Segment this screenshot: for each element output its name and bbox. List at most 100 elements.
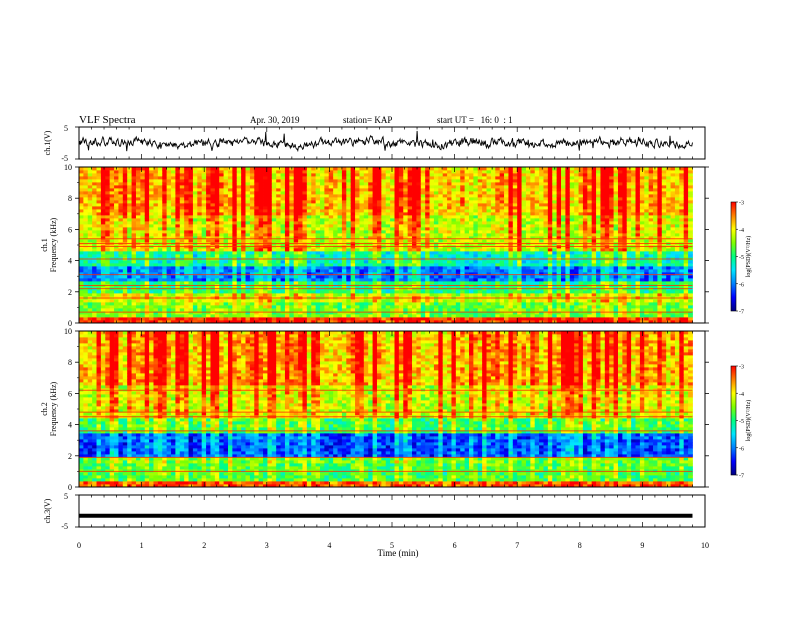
spectrogram-cell bbox=[145, 302, 150, 305]
spectrogram-cell bbox=[83, 251, 88, 254]
spectrogram-cell bbox=[395, 206, 400, 209]
spectrogram-cell bbox=[276, 206, 281, 209]
spectrogram-cell bbox=[118, 293, 123, 296]
spectrogram-cell bbox=[289, 305, 294, 308]
spectrogram-cell bbox=[259, 170, 264, 173]
spectrogram-cell bbox=[162, 260, 167, 263]
spectrogram-cell bbox=[197, 176, 202, 179]
spectrogram-cell bbox=[434, 278, 439, 281]
spectrogram-cell bbox=[180, 266, 185, 269]
spectrogram-cell bbox=[324, 197, 329, 200]
spectrogram-cell bbox=[175, 314, 180, 317]
spectrogram-cell bbox=[298, 299, 303, 302]
spectrogram-cell bbox=[377, 248, 382, 251]
spectrogram-cell bbox=[210, 167, 215, 170]
spectrogram-cell bbox=[364, 215, 369, 218]
spectrogram-cell bbox=[342, 239, 347, 242]
spectrogram-cell bbox=[92, 167, 97, 170]
spectrogram-cell bbox=[281, 290, 286, 293]
spectrogram-cell bbox=[346, 290, 351, 293]
spectrogram-cell bbox=[447, 170, 452, 173]
spectrogram-cell bbox=[237, 254, 242, 257]
spectrogram-cell bbox=[140, 254, 145, 257]
spectrogram-cell bbox=[451, 290, 456, 293]
spectrogram-cell bbox=[399, 212, 404, 215]
spectrogram-cell bbox=[346, 206, 351, 209]
spectrogram-cell bbox=[206, 197, 211, 200]
spectrogram-cell bbox=[118, 179, 123, 182]
spectrogram-cell bbox=[408, 311, 413, 314]
spectrogram-cell bbox=[153, 194, 158, 197]
spectrogram-cell bbox=[460, 233, 465, 236]
spectrogram-cell bbox=[342, 290, 347, 293]
spectrogram-cell bbox=[97, 227, 102, 230]
spectrogram-cell bbox=[149, 233, 154, 236]
spectrogram-cell bbox=[219, 278, 224, 281]
spectrogram-cell bbox=[434, 302, 439, 305]
spectrogram-cell bbox=[311, 263, 316, 266]
spectrogram-cell bbox=[175, 191, 180, 194]
spectrogram-cell bbox=[193, 290, 198, 293]
spectrogram-cell bbox=[193, 191, 198, 194]
spectrogram-cell bbox=[351, 185, 356, 188]
spectrogram-cell bbox=[158, 221, 163, 224]
spectrogram-cell bbox=[241, 170, 246, 173]
spectrogram-cell bbox=[132, 281, 137, 284]
spectrogram-cell bbox=[346, 182, 351, 185]
spectrogram-cell bbox=[158, 293, 163, 296]
spectrogram-cell bbox=[316, 290, 321, 293]
spectrogram-cell bbox=[355, 254, 360, 257]
spectrogram-cell bbox=[145, 308, 150, 311]
spectrogram-cell bbox=[167, 290, 172, 293]
spectrogram-cell bbox=[254, 197, 259, 200]
spectrogram-cell bbox=[105, 209, 110, 212]
spectrogram-cell bbox=[386, 263, 391, 266]
spectrogram-cell bbox=[193, 233, 198, 236]
spectrogram-cell bbox=[443, 209, 448, 212]
spectrogram-cell bbox=[473, 185, 478, 188]
spectrogram-cell bbox=[311, 215, 316, 218]
spectrogram-cell bbox=[127, 251, 132, 254]
spectrogram-cell bbox=[228, 302, 233, 305]
spectrogram-cell bbox=[202, 194, 207, 197]
spectrogram-cell bbox=[434, 215, 439, 218]
spectrogram-cell bbox=[153, 314, 158, 317]
spectrogram-cell bbox=[333, 308, 338, 311]
spectrogram-cell bbox=[351, 305, 356, 308]
spectrogram-cell bbox=[241, 188, 246, 191]
spectrogram-cell bbox=[250, 281, 255, 284]
spectrogram-cell bbox=[79, 185, 84, 188]
spectrogram-cell bbox=[171, 308, 176, 311]
spectrogram-cell bbox=[101, 200, 106, 203]
spectrogram-cell bbox=[83, 191, 88, 194]
spectrogram-cell bbox=[294, 206, 299, 209]
spectrogram-cell bbox=[276, 170, 281, 173]
spectrogram-cell bbox=[395, 188, 400, 191]
spectrogram-cell bbox=[114, 311, 119, 314]
spectrogram-cell bbox=[118, 194, 123, 197]
spectrogram-cell bbox=[386, 188, 391, 191]
spectrogram-cell bbox=[364, 218, 369, 221]
spectrogram-cell bbox=[127, 179, 132, 182]
spectrogram-cell bbox=[342, 275, 347, 278]
spectrogram-cell bbox=[272, 209, 277, 212]
spectrogram-cell bbox=[246, 305, 251, 308]
spectrogram-cell bbox=[333, 209, 338, 212]
spectrogram-cell bbox=[386, 209, 391, 212]
spectrogram-cell bbox=[285, 179, 290, 182]
spectrogram-cell bbox=[294, 266, 299, 269]
spectrogram-cell bbox=[132, 191, 137, 194]
spectrogram-cell bbox=[351, 230, 356, 233]
spectrogram-cell bbox=[79, 302, 84, 305]
spectrogram-cell bbox=[469, 206, 474, 209]
spectrogram-cell bbox=[329, 215, 334, 218]
spectrogram-cell bbox=[425, 191, 430, 194]
spectrogram-cell bbox=[447, 311, 452, 314]
spectrogram-cell bbox=[395, 281, 400, 284]
spectrogram-cell bbox=[206, 254, 211, 257]
spectrogram-cell bbox=[175, 194, 180, 197]
spectrogram-cell bbox=[175, 179, 180, 182]
spectrogram-cell bbox=[254, 278, 259, 281]
spectrogram-cell bbox=[276, 254, 281, 257]
spectrogram-cell bbox=[434, 275, 439, 278]
